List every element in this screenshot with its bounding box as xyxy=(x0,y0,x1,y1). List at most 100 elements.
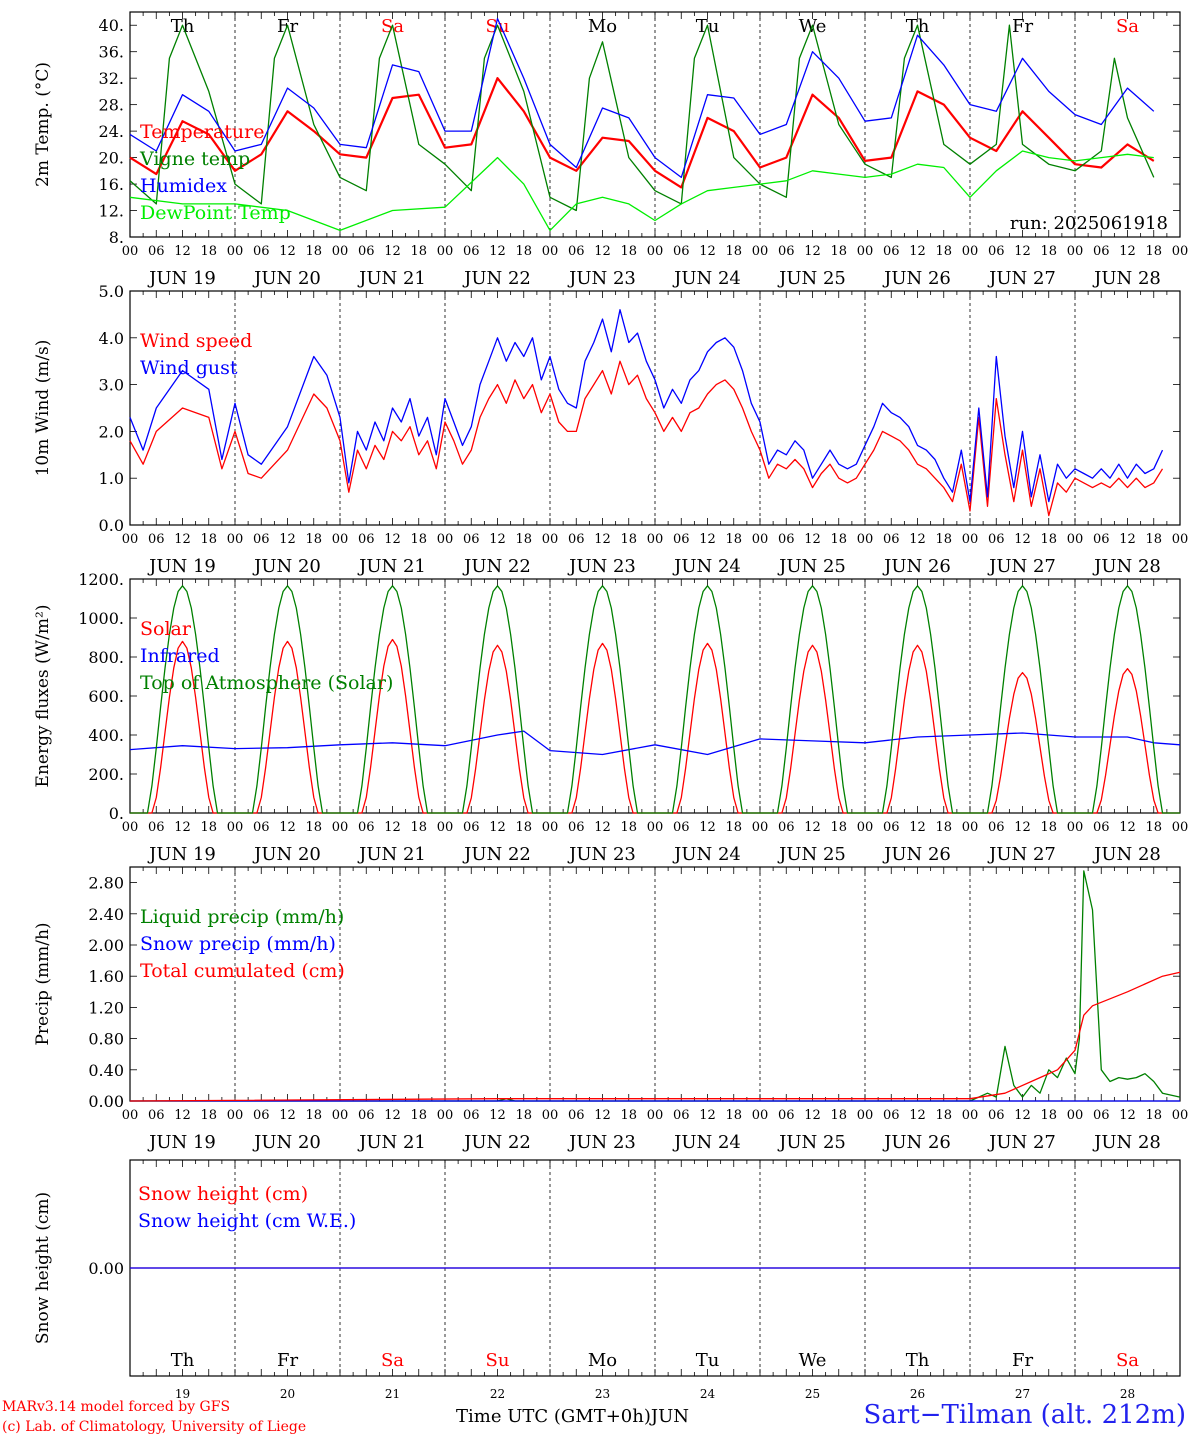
hour-tick-label: 18 xyxy=(1145,532,1162,547)
hour-tick-label: 18 xyxy=(410,244,427,259)
hour-tick-label: 12 xyxy=(384,1108,401,1123)
weekday-label: Th xyxy=(171,1350,195,1371)
y-axis-title: 10m Wind (m/s) xyxy=(33,340,53,477)
hour-tick-label: 12 xyxy=(174,1108,191,1123)
hour-tick-label: 18 xyxy=(200,244,217,259)
run-label: run: 2025061918 xyxy=(1010,213,1168,234)
y-tick-label: 0. xyxy=(109,804,124,823)
hour-tick-label: 06 xyxy=(358,532,375,547)
day-label: JUN 19 xyxy=(147,556,216,577)
day-number-label: 22 xyxy=(490,1387,505,1401)
hour-tick-label: 06 xyxy=(673,244,690,259)
day-number-label: 25 xyxy=(805,1387,820,1401)
day-label: JUN 27 xyxy=(987,268,1056,289)
hour-tick-label: 00 xyxy=(227,532,244,547)
legend-entry: Infrared xyxy=(140,645,220,667)
hour-tick-label: 00 xyxy=(647,1108,664,1123)
y-tick-label: 2.80 xyxy=(88,874,124,893)
day-label: JUN 27 xyxy=(987,1132,1056,1153)
x-axis-unit: JUN xyxy=(650,1406,690,1427)
hour-tick-label: 06 xyxy=(673,1108,690,1123)
hour-tick-label: 06 xyxy=(988,244,1005,259)
day-label: JUN 22 xyxy=(462,1132,531,1153)
y-tick-label: 800. xyxy=(88,648,124,667)
legend-entry: Humidex xyxy=(140,175,227,197)
hour-tick-label: 06 xyxy=(463,244,480,259)
weekday-label: Sa xyxy=(1116,1350,1139,1371)
hour-tick-label: 12 xyxy=(1014,532,1031,547)
hour-tick-label: 12 xyxy=(1014,244,1031,259)
legend-entry: Wind speed xyxy=(140,330,252,352)
day-label: JUN 26 xyxy=(882,556,951,577)
hour-tick-label: 18 xyxy=(515,244,532,259)
hour-tick-label: 12 xyxy=(699,820,716,835)
hour-tick-label: 06 xyxy=(568,820,585,835)
hour-tick-label: 06 xyxy=(253,820,270,835)
hour-tick-label: 12 xyxy=(909,244,926,259)
hour-tick-label: 00 xyxy=(752,244,769,259)
day-label: JUN 26 xyxy=(882,1132,951,1153)
credit-note: (c) Lab. of Climatology, University of L… xyxy=(2,1419,307,1435)
hour-tick-label: 06 xyxy=(253,532,270,547)
hour-tick-label: 06 xyxy=(568,244,585,259)
day-label: JUN 21 xyxy=(357,268,426,289)
hour-tick-label: 00 xyxy=(1172,820,1189,835)
y-tick-label: 40. xyxy=(99,16,124,35)
day-number-label: 24 xyxy=(700,1387,716,1401)
y-tick-label: 0.80 xyxy=(88,1030,124,1049)
hour-tick-label: 00 xyxy=(437,820,454,835)
hour-tick-label: 18 xyxy=(620,532,637,547)
hour-tick-label: 18 xyxy=(830,532,847,547)
hour-tick-label: 00 xyxy=(857,532,874,547)
y-tick-label: 16. xyxy=(99,175,124,194)
day-label: JUN 24 xyxy=(672,556,741,577)
hour-tick-label: 12 xyxy=(489,532,506,547)
hour-tick-label: 12 xyxy=(1119,244,1136,259)
day-label: JUN 24 xyxy=(672,1132,741,1153)
weekday-label: Tu xyxy=(696,1350,720,1371)
hour-tick-label: 12 xyxy=(489,820,506,835)
hour-tick-label: 12 xyxy=(699,1108,716,1123)
hour-tick-label: 12 xyxy=(594,532,611,547)
hour-tick-label: 18 xyxy=(200,1108,217,1123)
hour-tick-label: 06 xyxy=(1093,244,1110,259)
y-tick-label: 1000. xyxy=(78,609,124,628)
hour-tick-label: 00 xyxy=(542,532,559,547)
hour-tick-label: 18 xyxy=(620,820,637,835)
day-label: JUN 23 xyxy=(567,556,636,577)
hour-tick-label: 00 xyxy=(1172,532,1189,547)
y-tick-label: 2.40 xyxy=(88,905,124,924)
hour-tick-label: 12 xyxy=(594,1108,611,1123)
hour-tick-label: 18 xyxy=(1040,1108,1057,1123)
series-line xyxy=(129,17,1155,179)
weekday-label: Fr xyxy=(1012,16,1033,37)
day-label: JUN 28 xyxy=(1092,1132,1161,1153)
hour-tick-label: 12 xyxy=(384,244,401,259)
hour-tick-label: 12 xyxy=(804,820,821,835)
hour-tick-label: 00 xyxy=(227,244,244,259)
day-label: JUN 19 xyxy=(147,1132,216,1153)
day-label: JUN 25 xyxy=(777,556,846,577)
day-label: JUN 24 xyxy=(672,844,741,865)
hour-tick-label: 00 xyxy=(542,244,559,259)
hour-tick-label: 12 xyxy=(384,532,401,547)
hour-tick-label: 06 xyxy=(148,244,165,259)
hour-tick-label: 18 xyxy=(515,532,532,547)
hour-tick-label: 12 xyxy=(804,244,821,259)
hour-tick-label: 18 xyxy=(1145,244,1162,259)
hour-tick-label: 06 xyxy=(778,1108,795,1123)
y-tick-label: 28. xyxy=(99,96,124,115)
day-number-label: 20 xyxy=(280,1387,295,1401)
hour-tick-label: 00 xyxy=(122,1108,139,1123)
series-line xyxy=(129,730,1181,756)
hour-tick-label: 00 xyxy=(962,244,979,259)
hour-tick-label: 06 xyxy=(463,820,480,835)
hour-tick-label: 00 xyxy=(332,244,349,259)
legend-entry: DewPoint Temp xyxy=(140,202,291,224)
y-axis-title: Energy fluxes (W/m²) xyxy=(33,605,53,788)
legend-entry: Snow precip (mm/h) xyxy=(140,933,336,955)
hour-tick-label: 00 xyxy=(1067,1108,1084,1123)
day-number-label: 19 xyxy=(175,1387,190,1401)
hour-tick-label: 06 xyxy=(673,820,690,835)
hour-tick-label: 00 xyxy=(437,532,454,547)
